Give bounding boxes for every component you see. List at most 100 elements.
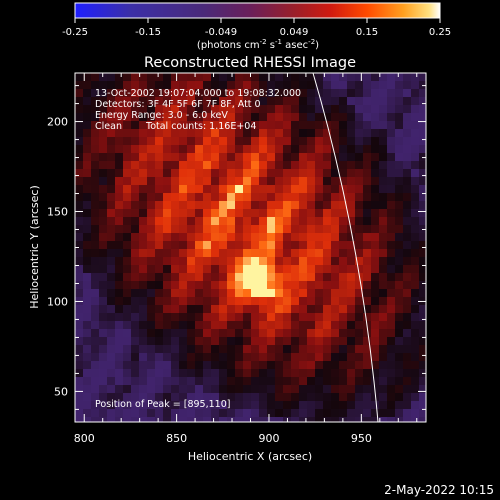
- y-tick-label: 200: [47, 116, 68, 129]
- image-pixel: [299, 89, 307, 97]
- image-pixel: [315, 329, 323, 337]
- image-pixel: [243, 193, 251, 201]
- image-pixel: [235, 417, 243, 422]
- image-pixel: [299, 377, 307, 385]
- image-pixel: [251, 137, 259, 145]
- image-pixel: [299, 337, 307, 345]
- image-pixel: [379, 201, 387, 209]
- image-pixel: [379, 377, 387, 385]
- image-pixel: [371, 153, 379, 161]
- image-pixel: [203, 73, 211, 81]
- image-pixel: [179, 409, 187, 417]
- image-pixel: [379, 329, 387, 337]
- image-pixel: [395, 417, 403, 422]
- image-pixel: [155, 329, 163, 337]
- image-pixel: [123, 73, 131, 81]
- info-total-counts: Total counts: 1.16E+04: [145, 121, 256, 132]
- image-pixel: [171, 201, 179, 209]
- image-pixel: [147, 417, 155, 422]
- image-pixel: [283, 281, 291, 289]
- image-pixel: [179, 337, 187, 345]
- image-pixel: [123, 361, 131, 369]
- image-pixel: [91, 409, 99, 417]
- image-pixel: [107, 401, 115, 409]
- image-pixel: [291, 353, 299, 361]
- image-pixel: [379, 337, 387, 345]
- image-pixel: [115, 97, 123, 105]
- image-pixel: [267, 193, 275, 201]
- image-pixel: [227, 257, 235, 265]
- image-pixel: [235, 209, 243, 217]
- image-pixel: [107, 97, 115, 105]
- image-pixel: [155, 393, 163, 401]
- image-pixel: [291, 321, 299, 329]
- image-pixel: [155, 145, 163, 153]
- image-pixel: [163, 209, 171, 217]
- image-pixel: [331, 313, 339, 321]
- image-pixel: [107, 137, 115, 145]
- image-pixel: [251, 73, 259, 81]
- image-pixel: [187, 233, 195, 241]
- image-pixel: [227, 345, 235, 353]
- image-pixel: [219, 169, 227, 177]
- image-pixel: [251, 273, 259, 281]
- image-pixel: [307, 89, 315, 97]
- image-pixel: [379, 345, 387, 353]
- image-pixel: [123, 321, 131, 329]
- image-pixel: [139, 305, 147, 313]
- image-pixel: [83, 313, 91, 321]
- image-pixel: [115, 121, 123, 129]
- image-pixel: [139, 185, 147, 193]
- image-pixel: [219, 313, 227, 321]
- image-pixel: [203, 217, 211, 225]
- image-pixel: [419, 249, 426, 257]
- image-pixel: [139, 73, 147, 81]
- image-pixel: [179, 105, 187, 113]
- image-pixel: [419, 313, 426, 321]
- image-pixel: [403, 313, 411, 321]
- image-pixel: [131, 273, 139, 281]
- image-pixel: [299, 97, 307, 105]
- image-pixel: [155, 305, 163, 313]
- image-pixel: [75, 353, 83, 361]
- image-pixel: [123, 305, 131, 313]
- colorbar-tick-label: 0.049: [280, 27, 309, 38]
- image-pixel: [131, 345, 139, 353]
- image-pixel: [123, 401, 131, 409]
- image-pixel: [251, 353, 259, 361]
- image-pixel: [251, 89, 259, 97]
- image-pixel: [107, 337, 115, 345]
- image-pixel: [203, 81, 211, 89]
- image-pixel: [347, 249, 355, 257]
- image-pixel: [163, 289, 171, 297]
- image-pixel: [395, 273, 403, 281]
- image-pixel: [363, 369, 371, 377]
- image-pixel: [387, 161, 395, 169]
- image-pixel: [283, 193, 291, 201]
- image-pixel: [115, 401, 123, 409]
- image-pixel: [267, 241, 275, 249]
- image-pixel: [75, 329, 83, 337]
- image-pixel: [403, 233, 411, 241]
- image-pixel: [331, 257, 339, 265]
- image-pixel: [75, 233, 83, 241]
- image-pixel: [75, 417, 83, 422]
- image-pixel: [107, 321, 115, 329]
- image-pixel: [339, 233, 347, 241]
- image-pixel: [75, 313, 83, 321]
- image-pixel: [235, 201, 243, 209]
- image-pixel: [411, 225, 419, 233]
- image-pixel: [347, 137, 355, 145]
- image-pixel: [347, 409, 355, 417]
- image-pixel: [251, 297, 259, 305]
- image-pixel: [91, 345, 99, 353]
- image-pixel: [307, 209, 315, 217]
- image-pixel: [331, 209, 339, 217]
- image-pixel: [131, 137, 139, 145]
- image-pixel: [259, 145, 267, 153]
- image-pixel: [195, 297, 203, 305]
- image-pixel: [155, 385, 163, 393]
- image-pixel: [195, 249, 203, 257]
- image-pixel: [163, 361, 171, 369]
- image-pixel: [363, 113, 371, 121]
